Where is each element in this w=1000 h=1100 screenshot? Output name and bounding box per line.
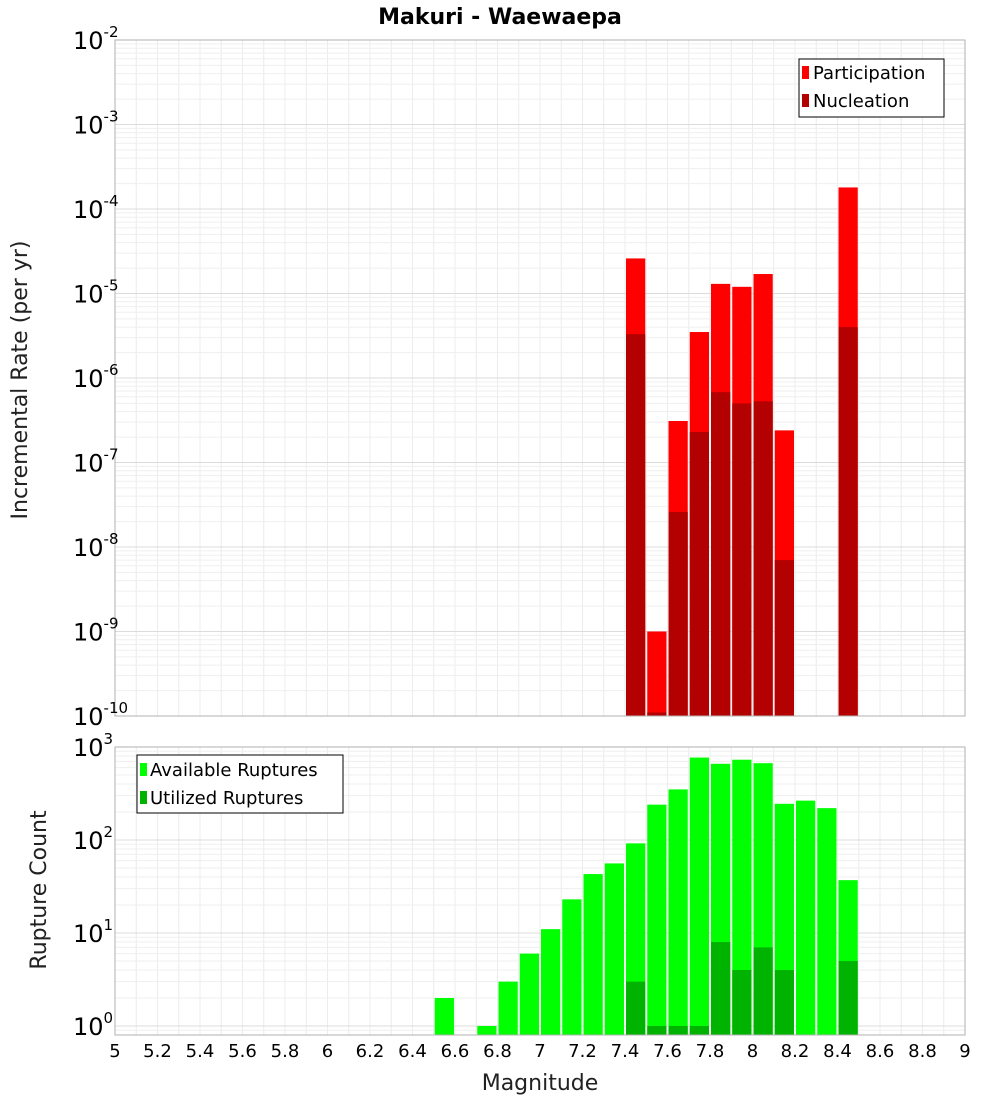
bar-available-ruptures (647, 804, 667, 1035)
bar-nucleation (668, 511, 688, 716)
legend-swatch-utilized (140, 791, 147, 804)
top-grid (114, 39, 966, 717)
top-y-tick-labels: 10-10 10-9 10-8 10-7 10-6 10-5 10-4 10-3 10-2 (73, 23, 128, 731)
bar-participation (647, 631, 667, 716)
x-tick-label: 5.8 (271, 1041, 300, 1062)
x-tick-label: 6.2 (356, 1041, 385, 1062)
bottom-plot-frame (114, 746, 966, 1036)
bar-available-ruptures (817, 808, 837, 1035)
top-plot-frame (114, 39, 966, 717)
bar-nucleation (774, 560, 794, 716)
y-tick-label: 10-2 (73, 23, 119, 55)
bar-nucleation (711, 392, 731, 716)
legend-label-participation: Participation (813, 63, 925, 84)
x-tick-label: 7.4 (611, 1041, 640, 1062)
top-y-axis-label: Incremental Rate (per yr) (8, 241, 33, 520)
y-tick-label: 10-9 (73, 615, 119, 647)
bottom-legend: Available Ruptures Utilized Ruptures (136, 754, 344, 814)
bar-utilized-ruptures (753, 947, 773, 1035)
bar-utilized-ruptures (626, 981, 646, 1035)
top-plot-area: 10-10 10-9 10-8 10-7 10-6 10-5 10-4 10-3 10-2 (73, 23, 966, 731)
y-tick-label: 10-6 (73, 361, 119, 393)
bar-available-ruptures (668, 789, 688, 1035)
x-tick-label: 5.4 (186, 1041, 215, 1062)
x-tick-label: 9 (959, 1041, 970, 1062)
x-tick-labels: 5 5.2 5.4 5.6 5.8 6 6.2 6.4 6.6 6.8 7 7.2 7.4 7.6 7.8 8… (109, 1041, 970, 1062)
bottom-y-axis-label: Rupture Count (27, 810, 52, 970)
bar-available-ruptures (434, 997, 454, 1035)
x-tick-label: 8 (747, 1041, 758, 1062)
y-tick-label: 100 (73, 1009, 113, 1041)
bar-nucleation (647, 712, 667, 716)
x-tick-label: 8.8 (908, 1041, 937, 1062)
bar-nucleation (838, 327, 858, 716)
bar-available-ruptures (477, 1025, 497, 1035)
y-tick-label: 10-7 (73, 446, 119, 478)
bar-available-ruptures (562, 899, 582, 1035)
bar-nucleation (732, 403, 752, 716)
top-legend: Participation Nucleation (798, 58, 945, 118)
bar-utilized-ruptures (838, 960, 858, 1035)
y-tick-label: 10-5 (73, 277, 119, 309)
legend-label-utilized: Utilized Ruptures (150, 788, 303, 809)
bar-available-ruptures (604, 863, 624, 1035)
bar-utilized-ruptures (647, 1025, 667, 1035)
y-tick-label: 10-10 (73, 699, 128, 731)
bar-utilized-ruptures (711, 942, 731, 1035)
y-tick-label: 101 (73, 916, 113, 948)
y-tick-label: 10-8 (73, 530, 119, 562)
x-axis-label: Magnitude (482, 1071, 599, 1096)
legend-label-nucleation: Nucleation (813, 91, 909, 112)
bar-nucleation (753, 401, 773, 716)
bar-available-ruptures (689, 757, 709, 1035)
bar-available-ruptures (732, 759, 752, 1035)
y-tick-label: 10-4 (73, 192, 119, 224)
legend-swatch-participation (802, 66, 809, 79)
chart-title: Makuri - Waewaepa (378, 5, 622, 30)
legend-swatch-nucleation (802, 94, 809, 107)
x-tick-label: 8.4 (823, 1041, 852, 1062)
y-tick-label: 102 (73, 823, 113, 855)
x-tick-label: 7.2 (568, 1041, 597, 1062)
bar-utilized-ruptures (774, 969, 794, 1035)
x-tick-label: 8.2 (781, 1041, 810, 1062)
bar-available-ruptures (498, 981, 518, 1035)
legend-swatch-available (140, 763, 147, 776)
x-tick-label: 6.6 (441, 1041, 470, 1062)
y-tick-label: 10-3 (73, 108, 119, 140)
x-tick-label: 5.6 (228, 1041, 257, 1062)
legend-label-available: Available Ruptures (150, 760, 318, 781)
x-tick-label: 7.6 (653, 1041, 682, 1062)
x-tick-label: 6 (322, 1041, 333, 1062)
bottom-bars (434, 757, 858, 1035)
bar-available-ruptures (583, 874, 603, 1035)
bar-available-ruptures (519, 953, 539, 1035)
bar-utilized-ruptures (732, 969, 752, 1035)
x-tick-label: 7.8 (696, 1041, 725, 1062)
x-tick-label: 6.4 (398, 1041, 427, 1062)
bar-utilized-ruptures (668, 1025, 688, 1035)
y-tick-label: 103 (73, 730, 113, 762)
bottom-y-tick-labels: 100 101 102 103 (73, 730, 113, 1041)
top-bars (626, 187, 858, 717)
bar-nucleation (689, 431, 709, 716)
x-tick-label: 7 (534, 1041, 545, 1062)
bar-nucleation (626, 334, 646, 716)
x-tick-label: 8.6 (866, 1041, 895, 1062)
top-legend-box (798, 58, 945, 118)
bar-available-ruptures (796, 800, 816, 1035)
x-tick-label: 6.8 (483, 1041, 512, 1062)
bar-utilized-ruptures (689, 1025, 709, 1035)
bottom-legend-box (136, 754, 344, 814)
x-tick-label: 5 (109, 1041, 120, 1062)
bar-available-ruptures (541, 929, 561, 1035)
x-tick-label: 5.2 (143, 1041, 172, 1062)
